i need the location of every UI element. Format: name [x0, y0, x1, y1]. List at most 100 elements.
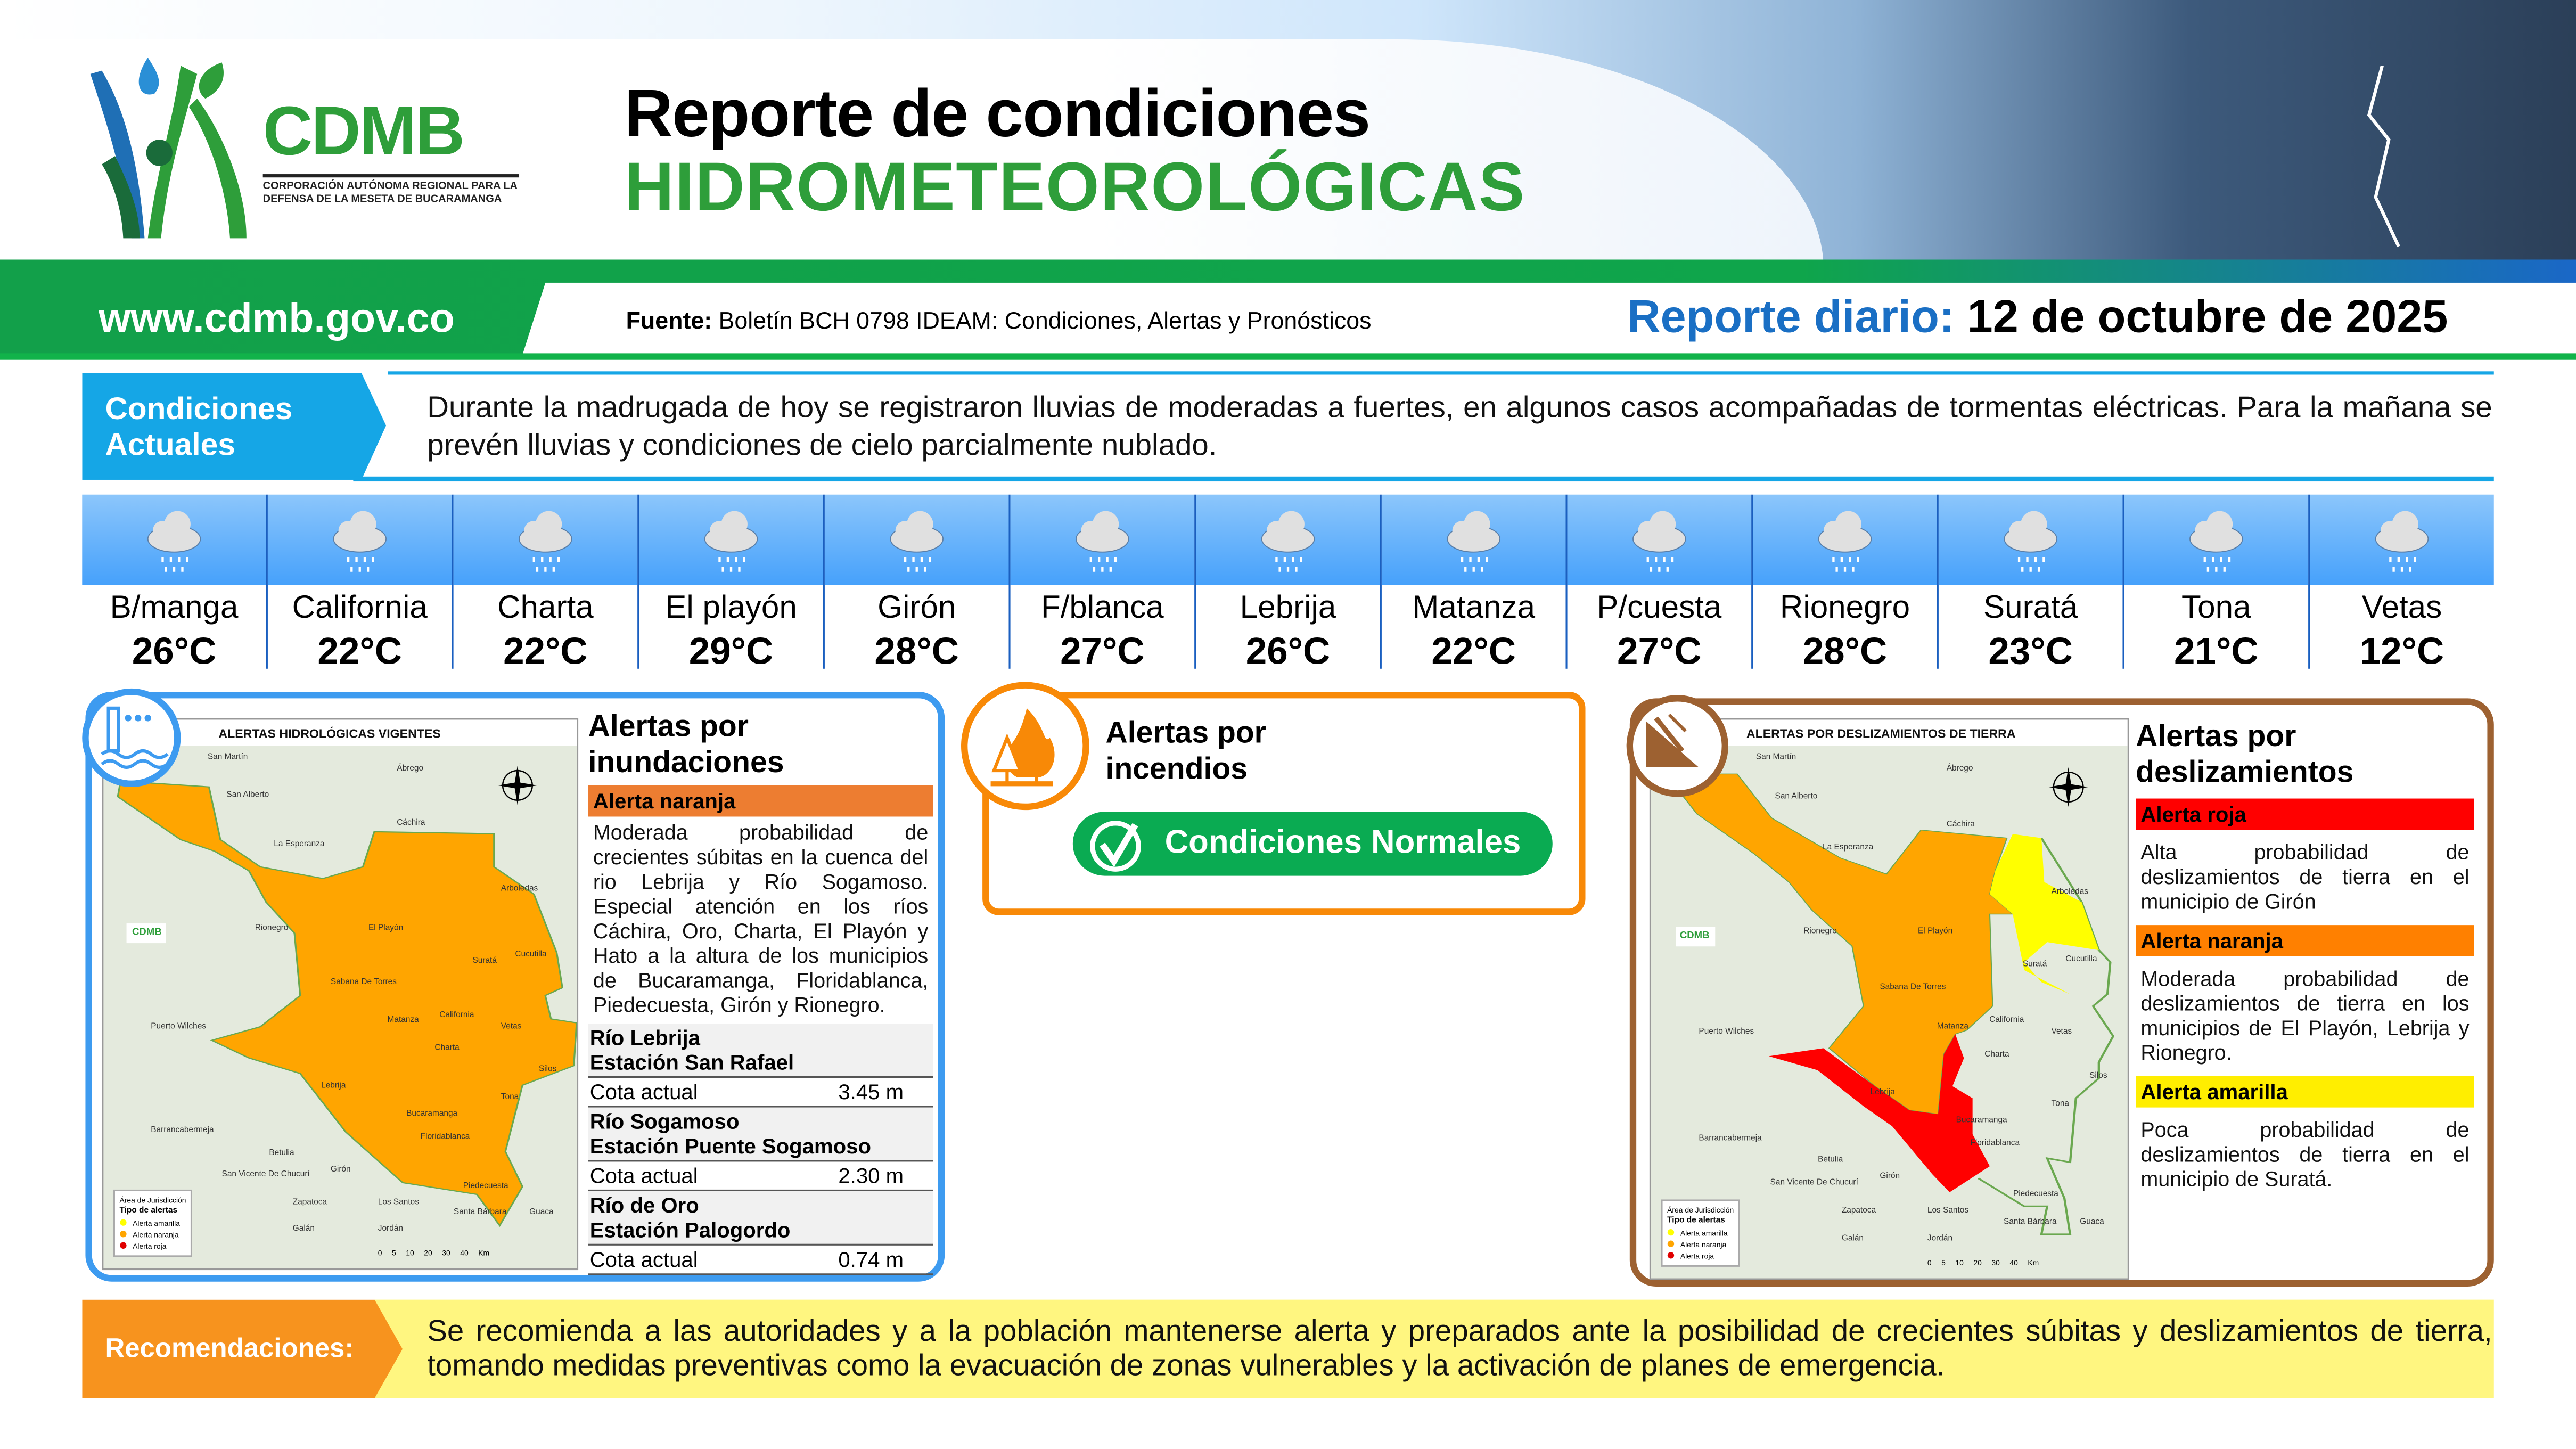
legend-dot-icon	[119, 1242, 126, 1249]
map-place-label: Suratá	[472, 955, 497, 966]
website-link[interactable]: www.cdmb.gov.co	[99, 296, 455, 342]
map-place-label: La Esperanza	[1823, 842, 1874, 853]
scale-tick: 10	[1955, 1259, 1964, 1267]
legend-item: Alerta amarilla	[119, 1218, 186, 1230]
compass-rose	[2047, 759, 2089, 815]
cdmb-logo: CDMB CORPORACIÓN AUTÓNOMA REGIONAL PARA …	[82, 57, 526, 242]
map-title: ALERTAS POR DESLIZAMIENTOS DE TIERRA	[1746, 726, 2016, 741]
map-place-label: Cáchira	[1946, 820, 1975, 830]
weather-cell: Vetas 12°C	[2308, 494, 2494, 672]
compass-rose	[496, 758, 539, 814]
header-panel	[0, 39, 1824, 270]
water-level-value: 2.30 m	[838, 1163, 904, 1188]
water-level-value: 3.45 m	[838, 1079, 904, 1104]
recommendations-background	[374, 1299, 2494, 1398]
source-label: Fuente:	[626, 309, 712, 335]
divider	[353, 476, 2494, 482]
map-place-label: Zapatoca	[292, 1197, 327, 1207]
weather-cell: F/blanca 27°C	[1008, 494, 1195, 672]
temperature: 22°C	[317, 629, 402, 672]
scale-tick: 5	[392, 1249, 396, 1258]
temperature: 27°C	[1617, 629, 1702, 672]
recommendations-text: Se recomienda a las autoridades y a la p…	[427, 1313, 2492, 1382]
temperature: 29°C	[688, 629, 774, 672]
weather-cell: Girón 28°C	[823, 494, 1009, 672]
rain-cloud-icon	[1196, 494, 1380, 585]
map-place-label: Barrancabermeja	[1699, 1133, 1762, 1143]
temperature: 12°C	[2359, 629, 2444, 672]
map-place-label: San Alberto	[226, 791, 269, 801]
flood-water-icon	[101, 706, 169, 769]
municipality-name: Rionegro	[1779, 590, 1910, 626]
temperature: 23°C	[1988, 629, 2073, 672]
landslide-alert-map: ALERTAS POR DESLIZAMIENTOS DE TIERRA San…	[1649, 718, 2129, 1280]
divider	[0, 353, 2576, 360]
municipality-name: P/cuesta	[1597, 590, 1722, 626]
map-place-label: Suratá	[2022, 960, 2047, 970]
scale-tick: 20	[1973, 1259, 1982, 1267]
alert-description: Moderada probabilidad de deslizamientos …	[2140, 966, 2470, 1065]
scale-unit: Km	[478, 1249, 490, 1258]
rain-cloud-icon	[1567, 494, 1752, 585]
municipality-name: Tona	[2181, 590, 2251, 626]
fire-status-badge: Condiciones Normales	[1072, 812, 1553, 876]
legend-dot-icon	[1667, 1252, 1674, 1259]
landslide-info: Alertas por deslizamientos Alerta roja Al…	[2136, 718, 2474, 1194]
rain-cloud-icon	[1010, 494, 1195, 585]
scale-tick: 0	[1927, 1259, 1932, 1267]
map-place-label: Floridablanca	[420, 1131, 470, 1141]
rain-cloud-icon	[1753, 494, 1937, 585]
fire-panel-title: Alertas por incendios	[1105, 715, 1266, 785]
map-place-label: Tona	[2051, 1099, 2069, 1110]
municipality-name: Matanza	[1412, 590, 1536, 626]
map-place-label: Ábrego	[1946, 764, 1973, 774]
map-place-label: Tona	[501, 1093, 519, 1103]
map-place-label: California	[1989, 1016, 2024, 1026]
map-place-label: Girón	[1880, 1172, 1900, 1182]
legend-label: Alerta naranja	[133, 1231, 179, 1240]
rain-cloud-icon	[824, 494, 1009, 585]
alert-description: Poca probabilidad de deslizamientos de t…	[2140, 1117, 2470, 1191]
compass-icon	[497, 766, 537, 806]
legend-item: Alerta naranja	[119, 1230, 186, 1241]
map-place-label: Cucutilla	[515, 950, 547, 960]
map-place-label: Guaca	[529, 1208, 554, 1218]
map-shapes	[103, 746, 577, 1269]
municipality-name: F/blanca	[1040, 590, 1164, 626]
map-place-label: La Esperanza	[274, 840, 325, 850]
map-place-label: Vetas	[2051, 1027, 2072, 1037]
report-date-label: Reporte diario:	[1627, 291, 1955, 342]
map-place-label: Sabana De Torres	[1880, 982, 1946, 993]
map-place-label: Ábrego	[397, 763, 424, 774]
municipality-name: Lebrija	[1240, 590, 1336, 626]
rain-cloud-icon	[1938, 494, 2123, 585]
flood-alert-level: Alerta naranja	[588, 785, 933, 817]
flood-panel-title: Alertas por inundaciones	[588, 708, 784, 779]
page-title: Reporte de condiciones	[624, 75, 1371, 151]
map-place-label: Floridablanca	[1970, 1139, 2020, 1149]
map-place-label: Galán	[1841, 1233, 1864, 1244]
map-place-label: San Vicente De Chucurí	[221, 1169, 310, 1180]
water-level-row: Cota actual 3.45 m	[588, 1078, 933, 1108]
rain-cloud-icon	[2310, 494, 2494, 585]
cdmb-figures-icon	[90, 57, 247, 239]
map-place-label: Rionegro	[255, 922, 289, 933]
station-name: Río Sogamoso Estación Puente Sogamoso	[588, 1107, 933, 1162]
station-label: Estación San Rafael	[589, 1050, 794, 1075]
red-alert-region	[1768, 1034, 1990, 1192]
map-cdmb-logo: CDMB	[1675, 926, 1714, 946]
municipality-name: Suratá	[1983, 590, 2078, 626]
municipality-name: Girón	[877, 590, 956, 626]
station-name: Río Lebrija Estación San Rafael	[588, 1024, 933, 1078]
rain-cloud-icon	[1381, 494, 1566, 585]
report-date: Reporte diario: 12 de octubre de 2025	[1627, 291, 2448, 343]
alert-level: Alerta naranja	[2136, 925, 2474, 956]
landslide-panel-title: Alertas por deslizamientos	[2136, 718, 2354, 789]
alert-level: Alerta roja	[2136, 798, 2474, 830]
scale-tick: 0	[378, 1249, 382, 1258]
legend-title: Tipo de alertas	[1667, 1216, 1725, 1226]
legend-item: Alerta naranja	[1667, 1239, 1734, 1251]
legend-dot-icon	[1667, 1229, 1674, 1236]
map-place-label: Los Santos	[378, 1197, 419, 1207]
map-place-label: Barrancabermeja	[151, 1126, 214, 1136]
